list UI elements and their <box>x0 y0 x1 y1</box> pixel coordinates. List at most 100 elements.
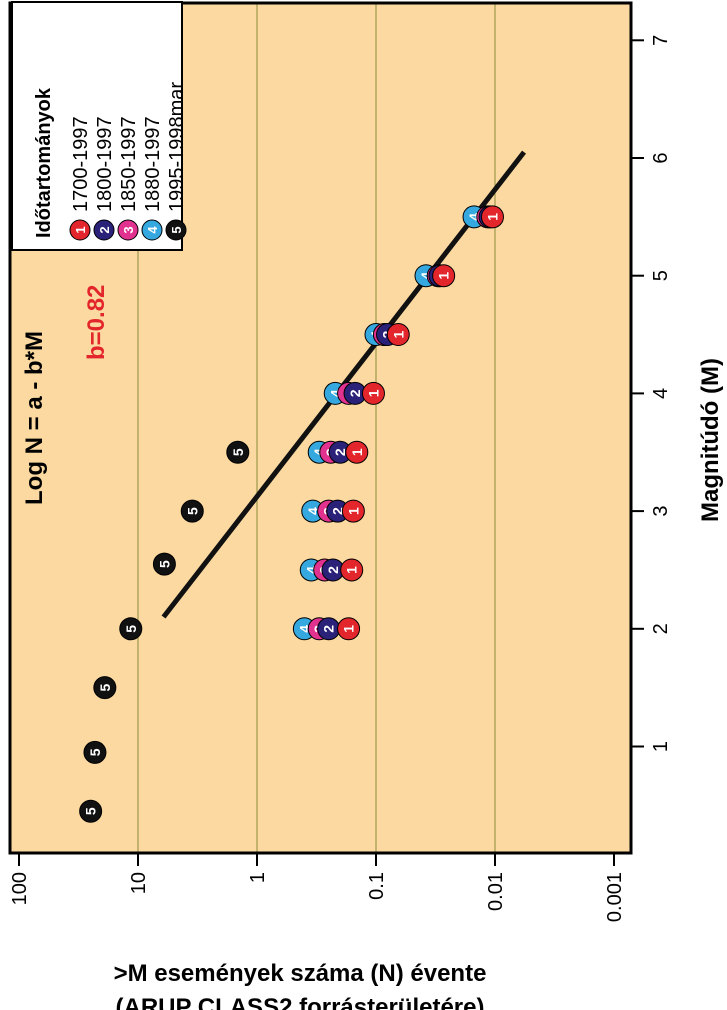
point-marker <box>361 381 385 405</box>
point-marker <box>83 740 107 764</box>
data-point: 2 <box>317 617 341 641</box>
point-label: 2 <box>330 507 346 515</box>
point-label: 1 <box>345 507 361 515</box>
legend-entries: 1 1700-1997 2 1800-1997 3 1850-1997 4 1880-1997… <box>69 82 188 241</box>
x-tick-label: 2 <box>650 623 672 634</box>
formula-annotation: Log N = a - b*M <box>21 331 48 505</box>
point-label: 4 <box>418 272 434 280</box>
point-label: 5 <box>230 448 246 456</box>
point-marker <box>341 499 365 523</box>
data-point: 1 <box>345 440 369 464</box>
point-label: 2 <box>321 625 337 633</box>
x-tick-label: 6 <box>650 152 672 163</box>
legend-label: 1800-1997 <box>94 116 116 212</box>
point-label: 4 <box>303 566 319 574</box>
point-label: 5 <box>156 560 172 568</box>
legend-label: 1700-1997 <box>70 116 92 212</box>
x-tick-label: 7 <box>650 35 672 46</box>
point-marker <box>180 499 204 523</box>
data-point: 1 <box>341 499 365 523</box>
legend: Időtartományok 1 1700-1997 2 1800-1997 3 1850… <box>11 1 188 251</box>
point-label: 5 <box>184 507 200 515</box>
y-tick-label: 10 <box>128 872 150 894</box>
x-tick-label: 1 <box>650 741 672 752</box>
point-label: 5 <box>87 748 103 756</box>
point-label: 4 <box>327 389 343 397</box>
x-tick-label: 3 <box>650 506 672 517</box>
data-point: 1 <box>432 264 456 288</box>
data-point: 5 <box>83 740 107 764</box>
legend-marker-label: 1 <box>73 226 88 233</box>
point-label: 5 <box>83 807 99 815</box>
point-marker <box>337 617 361 641</box>
data-point: 5 <box>226 440 250 464</box>
x-tick-label: 4 <box>650 388 672 399</box>
legend-label: 1880-1997 <box>142 116 164 212</box>
legend-box <box>11 1 183 251</box>
legend-marker <box>165 219 187 241</box>
legend-marker <box>93 219 115 241</box>
point-marker <box>386 323 410 347</box>
data-points: 555555544444444333333332222222211111111 <box>79 205 504 823</box>
legend-title: Időtartományok <box>33 87 55 238</box>
legend-label: 1850-1997 <box>118 116 140 212</box>
y-axis-title-line2: (ARUP CLASS2 forrásterületére) <box>116 994 485 1010</box>
point-marker <box>340 558 364 582</box>
point-label: 1 <box>344 566 360 574</box>
point-marker <box>79 799 103 823</box>
data-point: 1 <box>340 558 364 582</box>
point-label: 1 <box>390 330 406 338</box>
legend-marker <box>117 219 139 241</box>
legend-marker <box>69 219 91 241</box>
x-tick-label: 5 <box>650 270 672 281</box>
point-label: 4 <box>305 507 321 515</box>
y-tick-label: 0.001 <box>604 872 626 922</box>
point-marker <box>226 440 250 464</box>
point-marker <box>480 205 504 229</box>
point-marker <box>432 264 456 288</box>
point-label: 2 <box>332 448 348 456</box>
point-label: 4 <box>311 448 327 456</box>
y-tick-label: 1 <box>247 872 269 883</box>
legend-marker-label: 5 <box>169 226 184 233</box>
legend-marker <box>141 219 163 241</box>
data-point: 5 <box>180 499 204 523</box>
point-label: 2 <box>347 389 363 397</box>
legend-marker-label: 2 <box>97 226 112 233</box>
point-label: 1 <box>341 625 357 633</box>
point-label: 1 <box>349 448 365 456</box>
legend-marker-label: 3 <box>121 226 136 233</box>
y-tick-label: 0.01 <box>485 872 507 911</box>
point-marker <box>345 440 369 464</box>
data-point: 1 <box>361 381 385 405</box>
data-point: 5 <box>79 799 103 823</box>
point-label: 1 <box>484 213 500 221</box>
plot-frame <box>8 1 633 855</box>
x-axis-title: Magnitúdó (M) <box>697 358 724 522</box>
data-point: 1 <box>386 323 410 347</box>
point-label: 4 <box>296 625 312 633</box>
point-marker <box>119 617 143 641</box>
point-label: 2 <box>325 566 341 574</box>
magnitude-axis: 1 2 3 4 5 6 7 <box>631 35 672 752</box>
data-point: 5 <box>93 676 117 700</box>
point-marker <box>152 552 176 576</box>
y-tick-label: 0.1 <box>366 872 388 900</box>
point-label: 1 <box>365 389 381 397</box>
data-point: 1 <box>337 617 361 641</box>
y-tick-label: 100 <box>9 872 31 905</box>
point-label: 5 <box>123 625 139 633</box>
data-point: 1 <box>480 205 504 229</box>
point-marker <box>93 676 117 700</box>
point-label: 5 <box>97 684 113 692</box>
point-label: 1 <box>436 272 452 280</box>
b-value-annotation: b=0.82 <box>83 285 110 360</box>
point-label: 4 <box>466 213 482 221</box>
y-axis-title-line1: >M események száma (N) évente <box>114 960 487 987</box>
legend-marker-label: 4 <box>145 226 160 234</box>
data-point: 5 <box>119 617 143 641</box>
data-point: 2 <box>321 558 345 582</box>
data-point: 5 <box>152 552 176 576</box>
legend-label: 1995-1998mar <box>166 82 188 212</box>
